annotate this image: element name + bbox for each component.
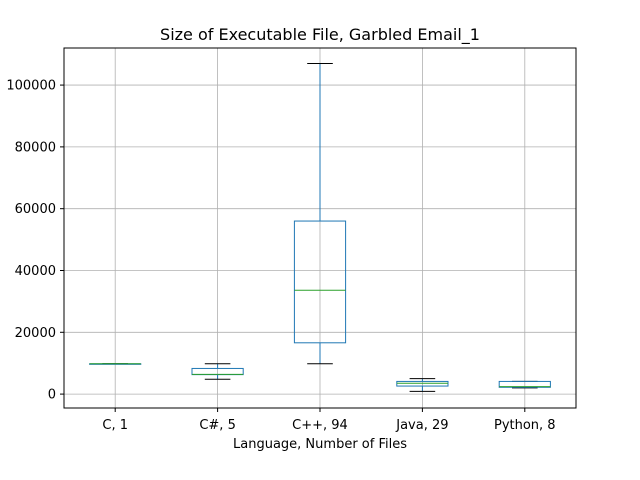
box-1 bbox=[191, 363, 244, 380]
x-tick-label: C++, 94 bbox=[292, 418, 348, 433]
box-body bbox=[498, 380, 551, 388]
x-tick-label: Python, 8 bbox=[494, 418, 556, 433]
x-tick-label: C#, 5 bbox=[199, 418, 236, 433]
box-4 bbox=[498, 380, 551, 389]
axis-ticks: 0 20000 40000 60000 80000 100000 C, 1 C#, 5 C++,… bbox=[6, 79, 555, 433]
chart-title: Size of Executable File, Garbled Email_1 bbox=[160, 25, 480, 45]
box-0 bbox=[89, 363, 142, 365]
y-tick-label: 0 bbox=[48, 388, 56, 403]
y-tick-label: 100000 bbox=[6, 79, 56, 94]
box-series bbox=[89, 62, 551, 392]
y-tick-label: 60000 bbox=[15, 202, 56, 217]
y-tick-label: 40000 bbox=[15, 264, 56, 279]
y-tick-label: 80000 bbox=[15, 140, 56, 155]
x-tick-label: Java, 29 bbox=[395, 418, 448, 433]
x-tick-label: C, 1 bbox=[102, 418, 128, 433]
box-3 bbox=[396, 378, 449, 392]
box-2 bbox=[293, 62, 347, 365]
box-body bbox=[293, 220, 347, 344]
y-tick-label: 20000 bbox=[15, 326, 56, 341]
x-axis-label: Language, Number of Files bbox=[233, 437, 407, 452]
